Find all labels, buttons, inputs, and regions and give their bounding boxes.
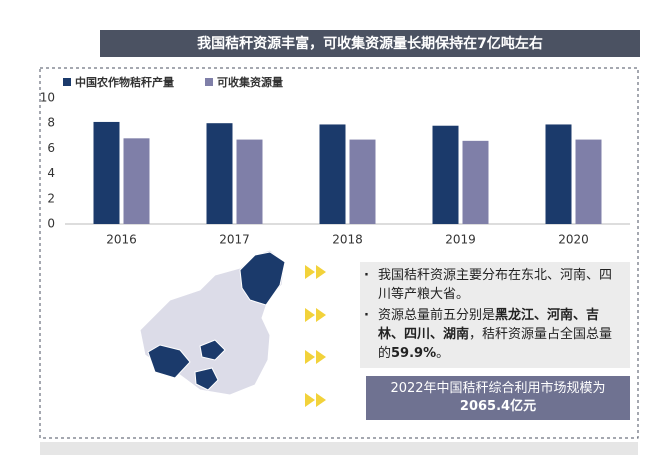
region — [239, 251, 286, 306]
bullet-text: 。 — [436, 346, 450, 361]
bullet-text: 黑龙江、河南、吉林、四川、湖南 — [378, 308, 600, 342]
bar — [236, 139, 263, 224]
region — [194, 367, 219, 391]
arrow — [305, 308, 326, 322]
bullet-text: 我国秸秆资源主要分布在东北、河南、四川等产粮大省。 — [378, 268, 613, 302]
bar — [545, 124, 572, 224]
bullet-text: 资源总量前五分别是 — [378, 308, 496, 323]
bar — [349, 139, 376, 224]
bullet: 我国秸秆资源主要分布在东北、河南、四川等产粮大省。 — [362, 266, 624, 304]
bar — [93, 121, 120, 224]
legend-swatch — [63, 78, 71, 86]
map — [139, 249, 286, 396]
x-tick-label: 2020 — [558, 233, 589, 247]
bar — [462, 140, 489, 224]
y-tick-label: 10 — [40, 91, 55, 105]
bar — [319, 124, 346, 224]
notes: 我国秸秆资源主要分布在东北、河南、四川等产粮大省。资源总量前五分别是黑龙江、河南… — [362, 266, 624, 365]
x-tick-label: 2019 — [445, 233, 476, 247]
legend-swatch — [205, 78, 213, 86]
x-tick-label: 2016 — [106, 233, 137, 247]
region — [199, 339, 226, 361]
arrows — [305, 265, 326, 407]
bar — [575, 139, 602, 224]
y-tick-label: 8 — [47, 116, 55, 130]
highlight-value: 2065.4亿元 — [459, 399, 537, 414]
x-tick-label: 2017 — [219, 233, 250, 247]
legend-label: 可收集资源量 — [217, 75, 283, 89]
bullet: 资源总量前五分别是黑龙江、河南、吉林、四川、湖南，秸秆资源量占全国总量的59.9… — [362, 306, 624, 363]
title-bar — [100, 30, 640, 57]
arrow — [305, 265, 326, 279]
bottom-band — [40, 442, 638, 455]
highlight-box: 2022年中国秸秆综合利用市场规模为 2065.4亿元 — [366, 376, 630, 420]
bar — [206, 123, 233, 224]
arrow — [305, 393, 326, 407]
x-tick-label: 2018 — [332, 233, 363, 247]
y-tick-label: 2 — [47, 191, 55, 205]
bar — [432, 125, 459, 224]
bar — [123, 138, 150, 224]
chart-title: 我国秸秆资源丰富，可收集资源量长期保持在7亿吨左右 — [197, 35, 543, 52]
region — [147, 344, 191, 379]
arrow — [305, 350, 326, 364]
frame — [39, 67, 639, 439]
legend-label: 中国农作物秸秆产量 — [75, 75, 174, 89]
y-tick-label: 6 — [47, 141, 55, 155]
bullet-text: ，秸秆资源量占全国总量的 — [378, 327, 613, 361]
highlight-text: 2022年中国秸秆综合利用市场规模为 — [390, 381, 606, 396]
y-tick-label: 0 — [47, 217, 55, 231]
bullet-text: 59.9% — [391, 346, 437, 361]
y-tick-label: 4 — [47, 166, 55, 180]
